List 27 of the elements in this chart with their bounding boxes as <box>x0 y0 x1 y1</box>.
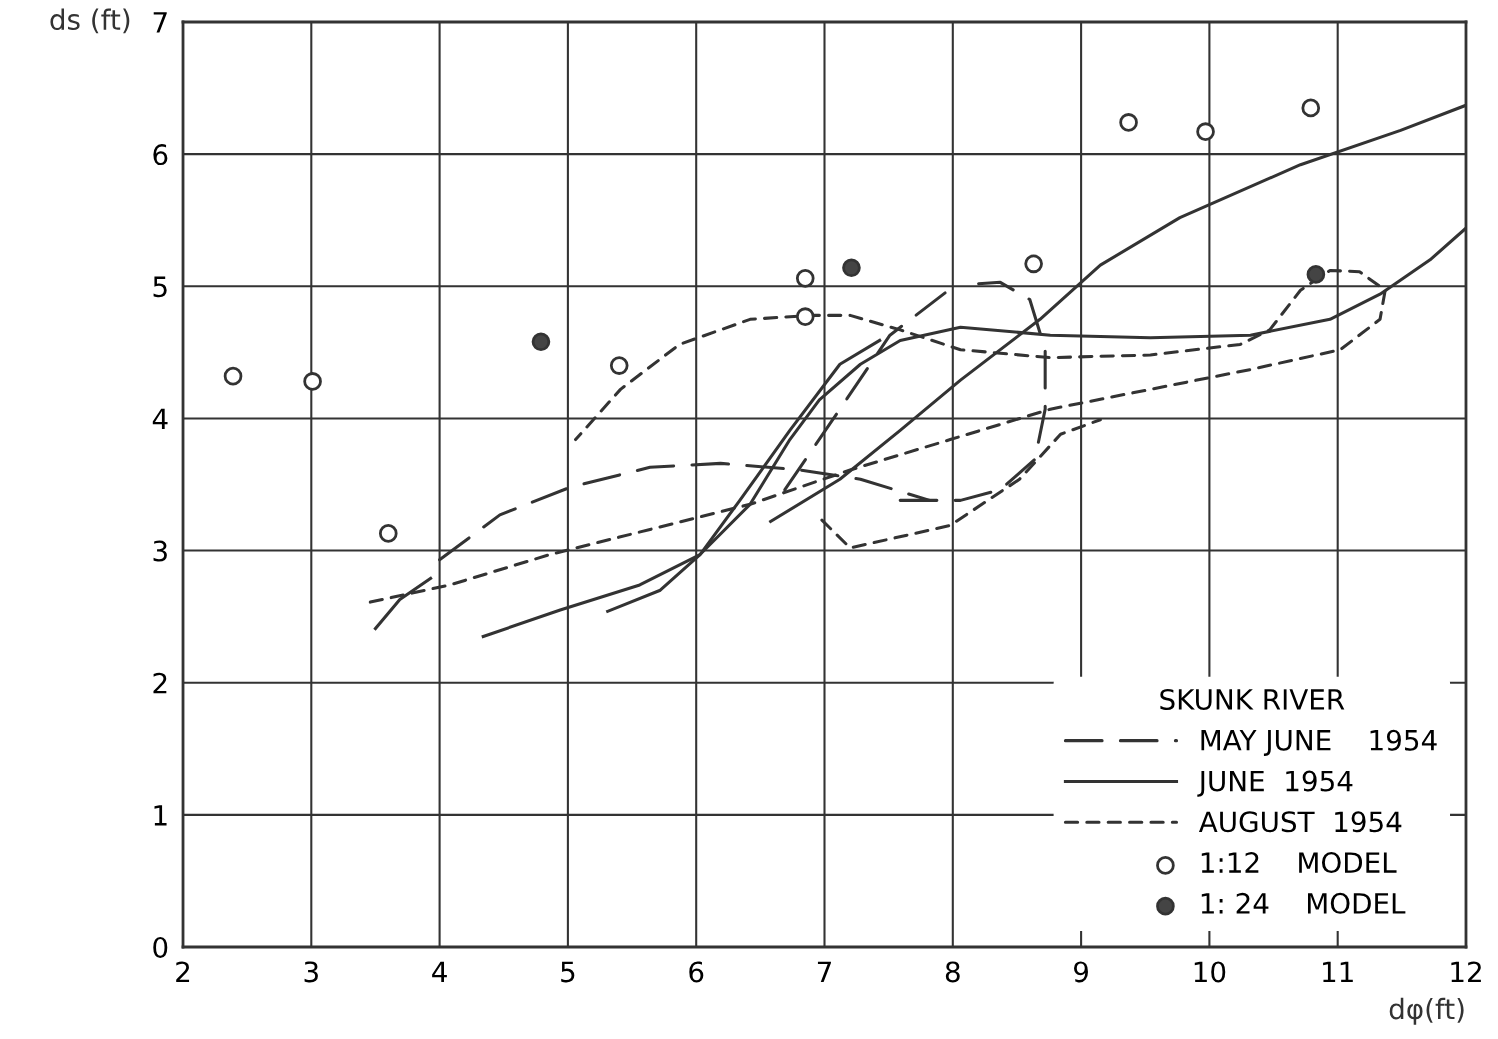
x-tick-label: 2 <box>176 961 190 982</box>
x-tick-label: 10 <box>1194 961 1226 983</box>
y-tick-label: 0 <box>153 936 168 958</box>
legend-label: 1: 24 MODEL <box>1201 892 1406 914</box>
x-tick-label: 6 <box>689 961 704 983</box>
x-tick-label: 9 <box>1074 961 1088 983</box>
x-tick-label: 5 <box>561 961 575 983</box>
y-tick-label: 3 <box>153 540 167 562</box>
legend-label: AUGUST 1954 <box>1198 811 1402 833</box>
legend-label: 1:12 MODEL <box>1201 852 1397 874</box>
y-tick-label: 5 <box>153 276 167 298</box>
x-tick-label: 11 <box>1323 961 1353 982</box>
y-tick-label: 6 <box>153 144 168 166</box>
x-tick-label: 4 <box>432 961 447 982</box>
x-tick-label: 3 <box>304 961 318 983</box>
y-tick-label: 4 <box>152 408 168 429</box>
x-axis-title: dφ(ft) <box>1389 997 1464 1025</box>
y-tick-label: 2 <box>153 672 167 694</box>
x-tick-label: 12 <box>1451 961 1481 982</box>
y-tick-label: 1 <box>154 805 167 826</box>
y-axis-title: ds (ft) <box>50 8 130 34</box>
legend-title: SKUNK RIVER <box>1160 688 1345 710</box>
x-tick-label: 7 <box>817 961 831 982</box>
legend-label: MAY JUNE 1954 <box>1201 729 1437 756</box>
legend-label: JUNE 1954 <box>1197 770 1353 797</box>
x-tick-label: 8 <box>945 961 960 983</box>
y-tick-label: 7 <box>153 12 167 33</box>
